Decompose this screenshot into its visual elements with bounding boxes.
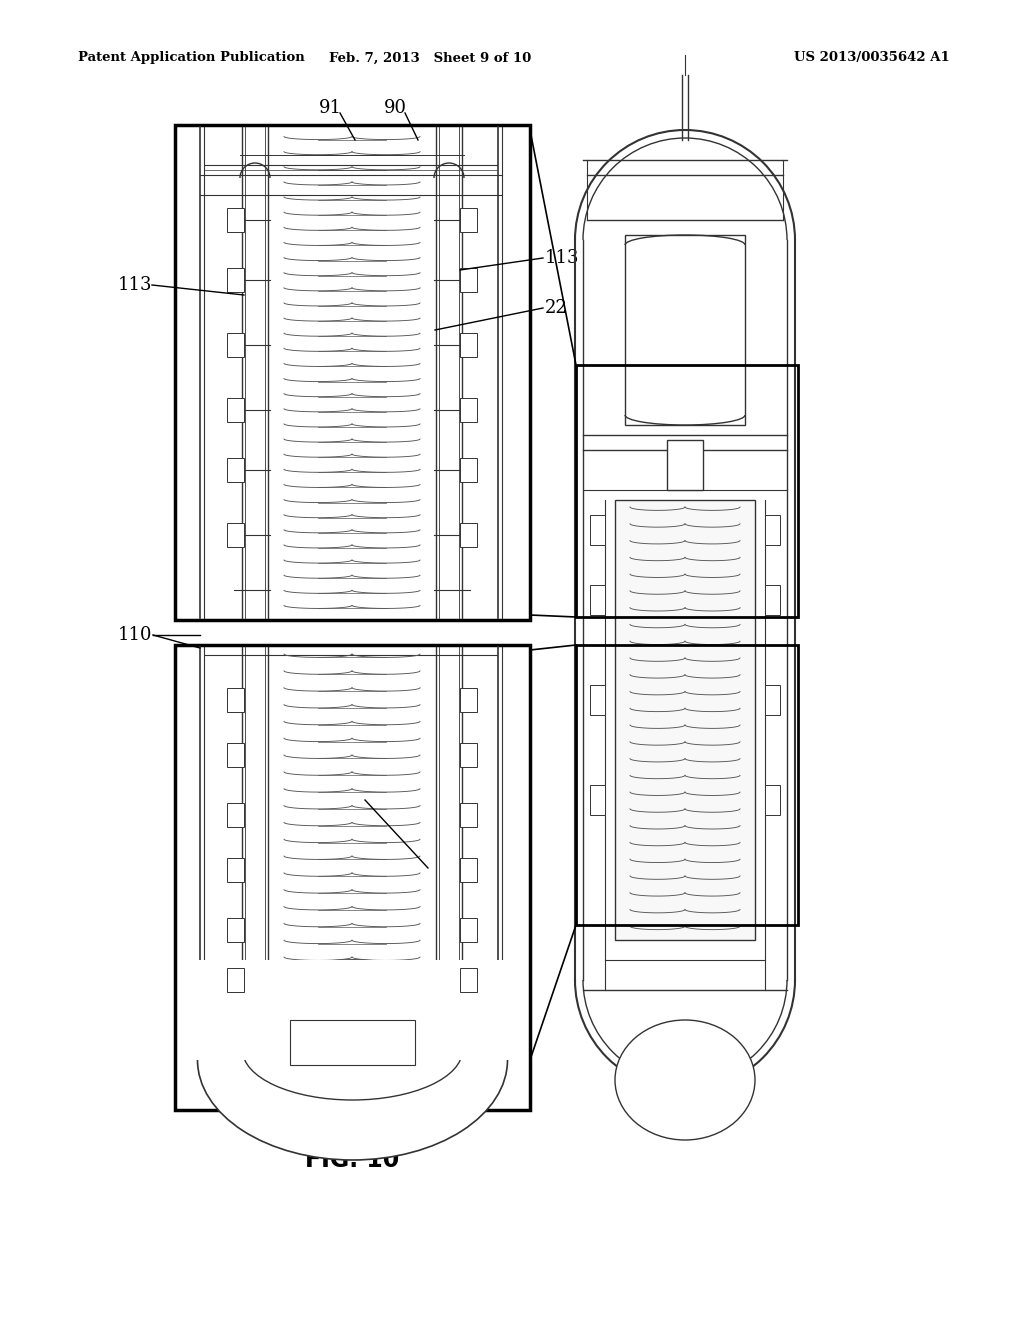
Bar [227,209,244,232]
Bar [590,785,605,814]
Bar [590,685,605,715]
Bar [460,458,477,482]
Bar [460,523,477,546]
Ellipse shape [198,960,508,1160]
Bar [272,129,432,618]
Bar [765,515,780,545]
Bar [667,440,703,490]
Text: 22: 22 [430,859,453,876]
Bar [460,209,477,232]
Bar [460,399,477,422]
Bar [590,515,605,545]
Bar [272,647,432,1055]
Text: 110: 110 [118,626,152,644]
Bar [460,803,477,828]
Bar [227,333,244,356]
Bar [227,917,244,942]
Bar [227,743,244,767]
Bar [625,235,745,425]
Text: 91: 91 [318,99,341,117]
Text: 113: 113 [545,249,580,267]
Bar [460,917,477,942]
Text: 90: 90 [384,99,407,117]
Bar [175,645,530,1110]
Text: Feb. 7, 2013   Sheet 9 of 10: Feb. 7, 2013 Sheet 9 of 10 [329,51,531,65]
Bar [575,645,798,925]
Bar [193,960,512,1060]
Bar [460,743,477,767]
Bar [575,366,798,616]
Bar [765,685,780,715]
Bar [227,458,244,482]
Bar [227,968,244,993]
Bar [460,688,477,711]
Text: Patent Application Publication: Patent Application Publication [78,51,305,65]
Text: US 2013/0035642 A1: US 2013/0035642 A1 [795,51,950,65]
Bar [175,125,530,620]
Bar [765,585,780,615]
Bar [460,858,477,882]
Bar [242,1001,462,1049]
Bar [227,803,244,828]
Text: 113: 113 [118,276,152,294]
Bar [290,1020,415,1065]
Bar [460,968,477,993]
Bar [460,333,477,356]
Bar [227,688,244,711]
Bar [615,500,755,940]
Text: FIG. 10: FIG. 10 [305,1148,399,1172]
Bar [227,523,244,546]
Bar [227,858,244,882]
Text: 22: 22 [545,300,567,317]
Bar [227,268,244,292]
Ellipse shape [243,1001,463,1100]
Bar [460,268,477,292]
Bar [765,785,780,814]
Bar [227,399,244,422]
Ellipse shape [615,1020,755,1140]
Bar [590,585,605,615]
